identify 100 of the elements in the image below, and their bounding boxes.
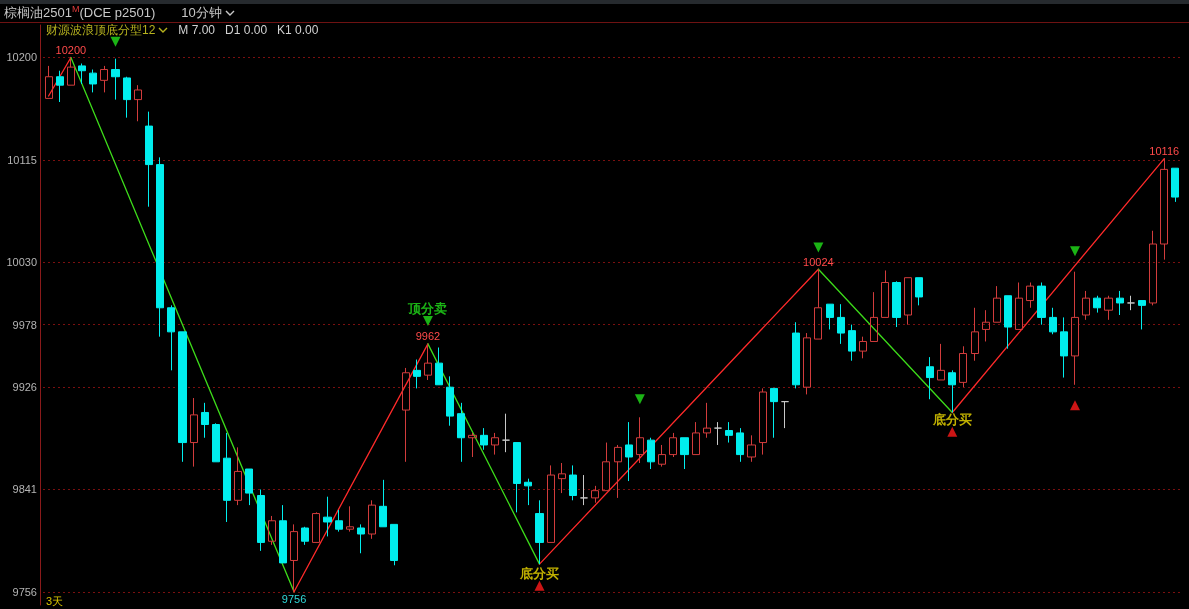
candlestick — [937, 343, 945, 381]
candlestick — [245, 468, 253, 506]
candlestick — [781, 401, 789, 429]
candlestick — [848, 324, 856, 362]
candlestick — [45, 65, 53, 99]
candlestick — [435, 346, 443, 386]
candlestick — [1060, 316, 1068, 379]
candlestick — [223, 432, 231, 523]
candlestick — [167, 304, 175, 371]
candlestick — [948, 369, 956, 413]
candlestick — [959, 345, 967, 388]
candlestick — [680, 437, 689, 470]
data-label: 9962 — [415, 330, 441, 343]
candlestick — [1116, 290, 1124, 316]
candlestick — [402, 367, 410, 463]
candlestick — [502, 413, 510, 453]
candlestick — [56, 70, 64, 103]
candlestick — [747, 434, 756, 463]
data-label: 9756 — [281, 593, 307, 606]
candlestick — [100, 65, 108, 93]
candlestick — [257, 488, 265, 552]
candlestick — [792, 321, 800, 389]
candlestick — [67, 56, 75, 86]
candlestick — [201, 402, 209, 439]
candlestick — [547, 464, 555, 543]
candlestick — [569, 464, 577, 501]
candlestick — [1160, 158, 1168, 261]
candlestick — [1004, 295, 1012, 350]
candlestick — [926, 356, 934, 400]
annotation: D1 0.00 — [225, 23, 268, 37]
candlestick — [669, 432, 677, 458]
annotation: 3天 — [46, 595, 64, 607]
candlestick — [212, 422, 220, 463]
point — [634, 394, 645, 405]
candlestick — [156, 156, 164, 338]
candlestick — [390, 523, 398, 566]
candlestick — [123, 76, 131, 119]
candlestick — [904, 277, 912, 326]
data-label: 10200 — [55, 43, 87, 56]
data-label: 10024 — [803, 255, 834, 268]
candlestick — [323, 496, 332, 537]
candlestick — [290, 523, 298, 593]
y-tick-label: 10030 — [6, 256, 37, 269]
candlestick — [814, 268, 822, 340]
candlestick — [636, 416, 644, 464]
annotation: K1 0.00 — [277, 23, 319, 37]
data-label: 10116 — [1149, 145, 1180, 158]
data-label: 顶分卖 — [407, 301, 448, 317]
candlestick — [558, 462, 566, 494]
candlestick — [971, 307, 979, 362]
candlestick — [993, 285, 1001, 323]
candlestick — [424, 343, 432, 381]
candlestick — [1071, 271, 1079, 386]
candlestick — [892, 280, 901, 328]
candlestick — [870, 291, 878, 342]
candlestick — [1049, 307, 1057, 335]
candlestick — [312, 511, 320, 543]
candlestick — [714, 421, 722, 446]
candlestick — [178, 331, 187, 463]
annotation: 财源波浪顶底分型12 — [46, 23, 157, 37]
candlestick — [602, 442, 610, 492]
candlestick — [982, 309, 990, 342]
candlestick — [468, 432, 477, 458]
candlestick — [625, 421, 633, 482]
point — [813, 242, 824, 253]
candlestick — [413, 359, 421, 389]
candlestick — [1104, 295, 1113, 321]
candlestick — [1093, 295, 1101, 314]
data-label: 底分买 — [518, 565, 559, 581]
candlestick — [524, 478, 532, 506]
annotation: M 7.00 — [178, 23, 216, 37]
candlestick — [78, 63, 86, 85]
candlestick — [859, 336, 867, 359]
candlestick — [580, 474, 588, 506]
candlestick — [335, 509, 343, 533]
chart-subtitle: 10分钟 — [181, 4, 223, 22]
candlestick — [614, 444, 622, 499]
candlestick — [301, 526, 309, 546]
candlestick — [279, 504, 287, 564]
data-label: 底分买 — [931, 411, 972, 427]
candlestick — [803, 332, 811, 395]
candlestick — [111, 58, 120, 101]
candlestick — [346, 505, 354, 533]
candlestick — [368, 499, 376, 540]
candlestick — [915, 277, 923, 306]
candlestick — [1149, 230, 1157, 306]
candlestick — [357, 523, 365, 554]
candlestick — [1127, 295, 1135, 311]
candlestick — [1138, 300, 1146, 330]
candlestick — [692, 421, 700, 456]
candlestick — [1082, 290, 1090, 321]
candlestick — [134, 84, 142, 122]
candlestick — [491, 432, 499, 456]
y-tick-label: 9926 — [12, 381, 37, 394]
candlestick — [145, 111, 153, 208]
candlestick — [658, 444, 666, 468]
candlestick — [268, 515, 276, 546]
candlestick — [513, 442, 521, 513]
candlestick — [379, 479, 387, 528]
candlestick — [1026, 282, 1034, 309]
